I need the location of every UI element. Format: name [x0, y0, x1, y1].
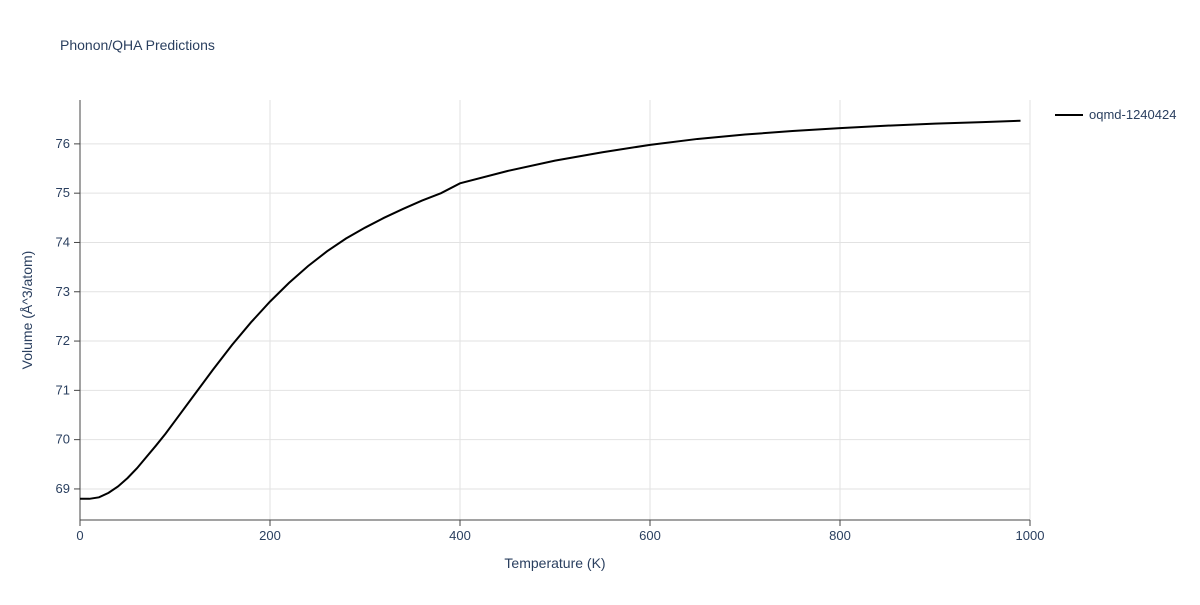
y-tick-label: 75 [56, 185, 70, 200]
x-axis-label: Temperature (K) [504, 555, 605, 571]
x-tick-label: 400 [449, 528, 471, 543]
y-axis-label: Volume (Å^3/atom) [19, 251, 35, 370]
x-tick-label: 0 [76, 528, 83, 543]
y-tick-label: 72 [56, 333, 70, 348]
y-tick-label: 70 [56, 432, 70, 447]
x-tick-label: 200 [259, 528, 281, 543]
legend-label: oqmd-1240424 [1089, 107, 1176, 122]
chart-title: Phonon/QHA Predictions [60, 37, 215, 53]
x-tick-label: 600 [639, 528, 661, 543]
y-tick-label: 69 [56, 481, 70, 496]
x-tick-label: 1000 [1016, 528, 1045, 543]
y-tick-label: 71 [56, 382, 70, 397]
x-tick-label: 800 [829, 528, 851, 543]
y-tick-label: 76 [56, 136, 70, 151]
y-tick-label: 73 [56, 284, 70, 299]
line-series [80, 119, 1021, 500]
y-tick-label: 74 [56, 234, 70, 249]
